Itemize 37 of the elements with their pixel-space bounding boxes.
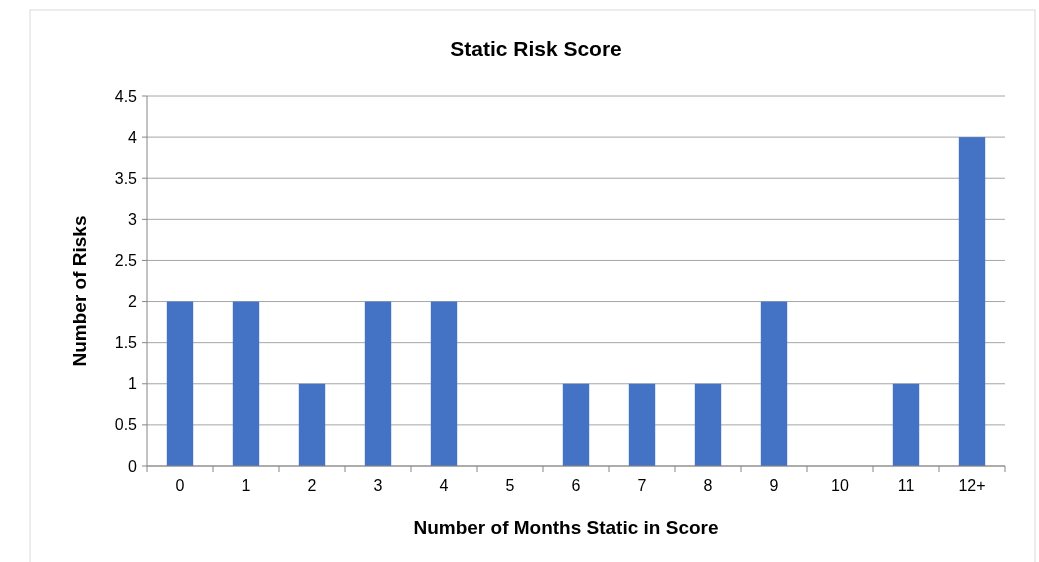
y-tick-label: 4.5 — [114, 87, 138, 105]
x-tick-label: 3 — [373, 477, 383, 494]
x-tick-label: 11 — [897, 477, 915, 494]
x-tick-label: 12+ — [958, 477, 986, 494]
bar — [298, 383, 326, 466]
x-tick-label: 0 — [175, 477, 185, 494]
bar — [232, 301, 260, 466]
x-tick-label: 9 — [769, 477, 779, 494]
x-tick-label: 6 — [571, 477, 581, 494]
x-tick-label: 7 — [637, 477, 647, 494]
y-tick-label: 3.5 — [114, 169, 138, 187]
x-tick-label: 10 — [831, 477, 849, 494]
y-axis-title: Number of Risks — [69, 215, 90, 367]
bar — [958, 137, 986, 466]
y-tick-label: 1.5 — [114, 334, 138, 352]
x-tick-label: 4 — [439, 477, 449, 494]
x-tick-label: 2 — [307, 477, 317, 494]
y-tick-label: 3 — [128, 210, 138, 228]
x-tick-label: 5 — [505, 477, 515, 494]
bar — [694, 383, 722, 466]
bar — [166, 301, 194, 466]
y-tick-label: 1 — [128, 375, 138, 393]
y-tick-label: 4 — [128, 128, 138, 146]
bar — [430, 301, 458, 466]
x-axis-title: Number of Months Static in Score — [413, 517, 719, 538]
y-tick-label: 0.5 — [114, 416, 138, 434]
x-tick-label: 8 — [703, 477, 713, 494]
chart-title: Static Risk Score — [450, 37, 622, 60]
bar — [760, 301, 788, 466]
bar — [364, 301, 392, 466]
y-tick-label: 2 — [128, 293, 138, 311]
bar — [562, 383, 590, 466]
x-tick-label: 1 — [241, 477, 251, 494]
y-tick-label: 0 — [128, 457, 138, 475]
bar — [628, 383, 656, 466]
bar — [892, 383, 920, 466]
y-tick-label: 2.5 — [114, 252, 138, 270]
